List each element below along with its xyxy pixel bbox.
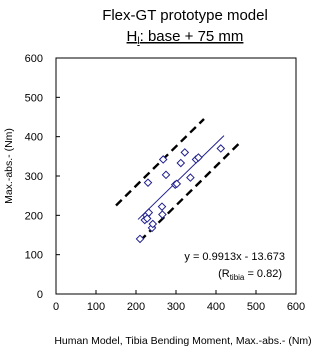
data-point <box>180 148 190 157</box>
x-tick-label: 400 <box>207 301 225 313</box>
y-tick-label: 400 <box>25 132 43 144</box>
plot-area: 0 100 200 300 400 500 600 0 100 200 300 400 500 600 <box>25 53 306 313</box>
x-tick-label: 200 <box>127 301 145 313</box>
y-tick-label: 500 <box>25 92 43 104</box>
chart-title: Flex-GT prototype model <box>102 7 268 24</box>
r-rest: = 0.82) <box>244 268 282 280</box>
data-point <box>161 170 171 180</box>
correlation-annotation: (Rtibia = 0.82) <box>218 268 282 282</box>
data-point <box>148 219 158 229</box>
subtitle-rest: : base + 75 mm <box>140 28 244 45</box>
data-point <box>135 234 145 244</box>
x-axis-label: Human Model, Tibia Bending Moment, Max.-… <box>54 335 311 347</box>
data-point <box>186 173 195 182</box>
data-point <box>143 178 153 187</box>
data-point <box>158 210 167 219</box>
data-point <box>216 144 226 153</box>
regression-equation: y = 0.9913x - 13.673 <box>184 251 285 263</box>
r-subscript: tibia <box>230 273 245 282</box>
x-tick-label: 500 <box>247 301 265 313</box>
subtitle-main: H <box>127 28 138 45</box>
data-point <box>144 208 154 217</box>
data-point <box>158 155 168 164</box>
x-tick-label: 100 <box>87 301 105 313</box>
x-tick-label: 0 <box>53 301 59 313</box>
chart-subtitle: Hl: base + 75 mm <box>127 28 244 47</box>
x-tick-label: 300 <box>167 301 185 313</box>
y-tick-label: 0 <box>37 289 43 301</box>
y-tick-label: 300 <box>25 171 43 183</box>
data-point <box>194 153 203 162</box>
y-tick-label: 600 <box>25 53 43 65</box>
bound-line-lower <box>139 141 241 242</box>
data-point <box>176 158 186 168</box>
regression-line <box>137 135 225 220</box>
y-axis-label: Max.-abs.- (Nm) <box>3 128 15 204</box>
data-point <box>157 202 167 211</box>
r-prefix: (R <box>218 268 230 280</box>
bound-line-upper <box>115 118 205 207</box>
y-tick-label: 100 <box>25 250 43 262</box>
data-point <box>172 179 182 189</box>
y-tick-label: 200 <box>25 210 43 222</box>
subtitle-sub: l <box>137 36 139 47</box>
x-tick-label: 600 <box>287 301 305 313</box>
